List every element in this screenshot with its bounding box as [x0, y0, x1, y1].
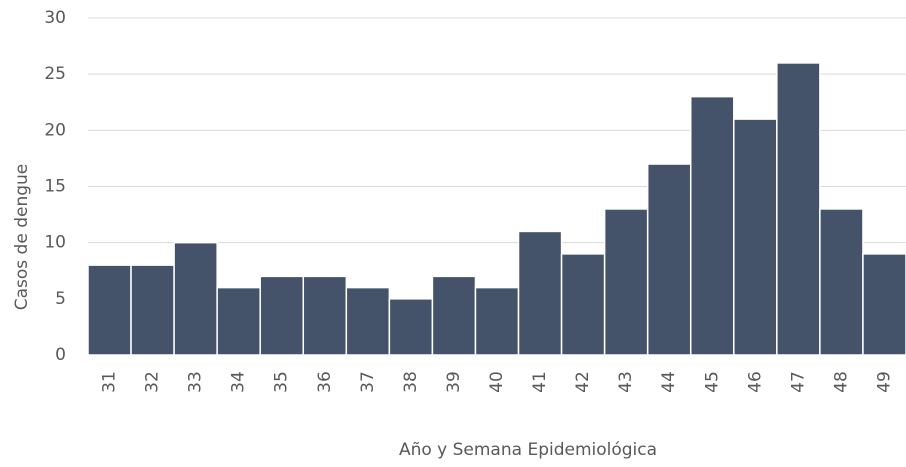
x-tick-label: 37	[358, 371, 378, 393]
x-tick-label: 31	[100, 371, 120, 393]
bar	[819, 208, 864, 356]
bar	[259, 275, 305, 356]
x-tick-label: 34	[229, 371, 249, 393]
bar	[173, 241, 218, 356]
bar	[87, 264, 132, 356]
x-tick-label: 40	[487, 371, 507, 393]
x-tick-label: 35	[272, 371, 292, 393]
bar	[388, 298, 434, 356]
x-tick-label: 32	[143, 371, 163, 393]
y-tick-label: 30	[44, 8, 66, 28]
bar	[689, 95, 735, 356]
bar	[603, 208, 649, 356]
bar	[733, 118, 778, 356]
bar	[517, 230, 563, 356]
x-tick-label: 38	[401, 371, 421, 393]
y-axis-title: Casos de dengue	[12, 164, 32, 311]
x-tick-label: 36	[315, 371, 335, 393]
x-tick-label: 48	[831, 371, 851, 393]
bar	[646, 163, 692, 356]
x-tick-label: 45	[702, 371, 722, 393]
bar	[216, 286, 261, 356]
bar	[345, 286, 391, 356]
y-tick-label: 25	[44, 64, 66, 84]
x-tick-label: 43	[616, 371, 636, 393]
bar	[560, 253, 606, 356]
x-tick-label: 39	[444, 371, 464, 393]
y-tick-label: 5	[55, 289, 66, 309]
x-tick-label: 41	[530, 371, 550, 393]
x-tick-label: 44	[659, 371, 679, 393]
y-tick-label: 0	[55, 345, 66, 365]
x-tick-label: 49	[874, 371, 894, 393]
y-tick-label: 10	[44, 233, 66, 253]
bar	[474, 286, 520, 356]
x-tick-label: 47	[788, 371, 808, 393]
bar	[431, 275, 477, 356]
y-tick-label: 15	[44, 177, 66, 197]
x-tick-label: 33	[186, 371, 206, 393]
x-tick-label: 42	[573, 371, 593, 393]
bar	[302, 275, 348, 356]
x-axis-title: Año y Semana Epidemiológica	[399, 440, 657, 460]
y-tick-label: 20	[44, 120, 66, 140]
x-tick-label: 46	[745, 371, 765, 393]
bar	[776, 62, 821, 356]
bar	[862, 253, 906, 356]
bar	[130, 264, 175, 356]
